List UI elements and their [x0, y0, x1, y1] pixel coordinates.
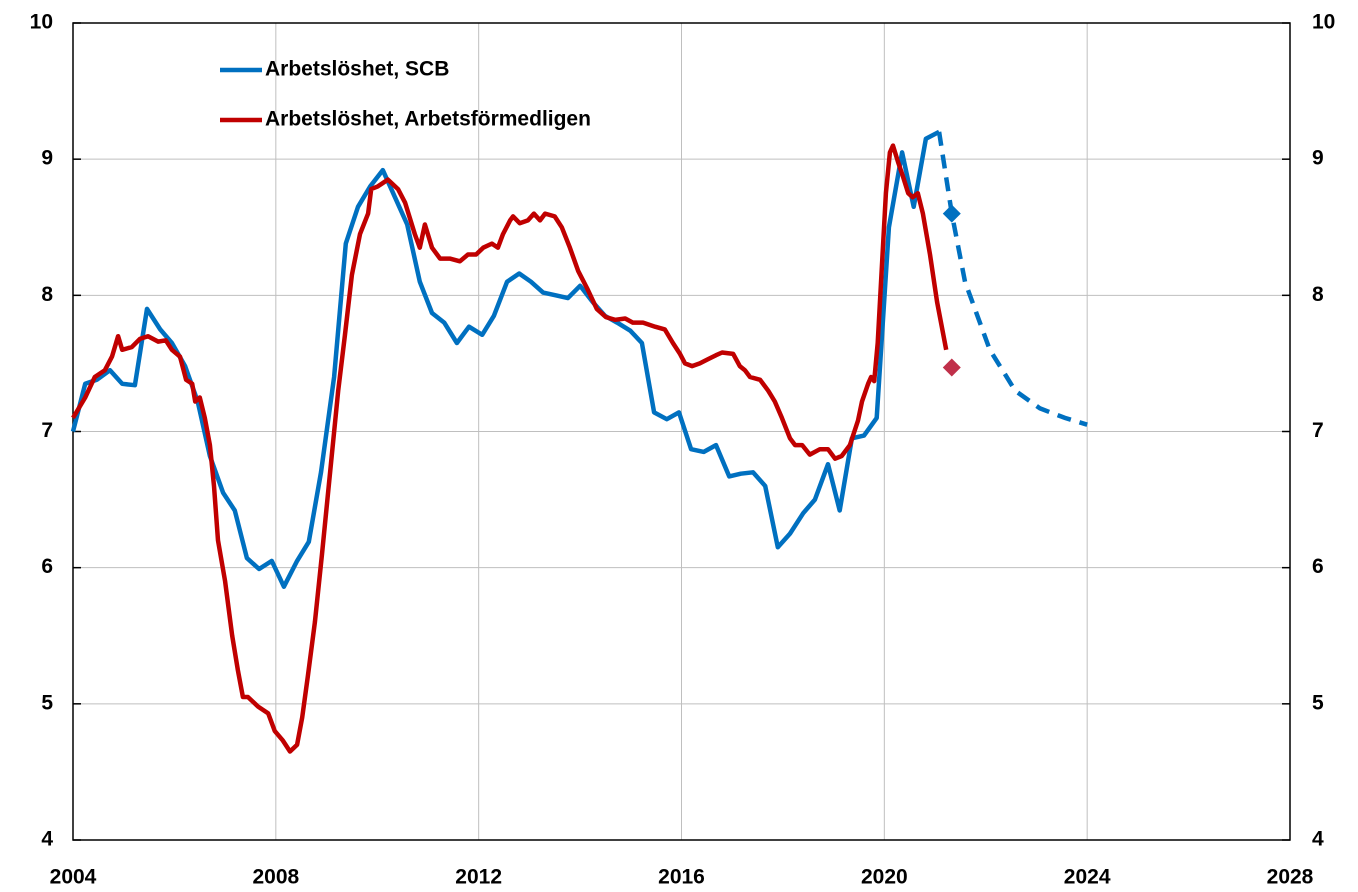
y2-tick-label: 8: [1312, 283, 1324, 306]
y-tick-label: 9: [41, 147, 53, 170]
y2-tick-label: 6: [1312, 555, 1324, 578]
legend-label: Arbetslöshet, Arbetsförmedligen: [265, 108, 591, 131]
y-tick-label: 4: [41, 828, 53, 851]
y2-tick-label: 9: [1312, 147, 1324, 170]
x-tick-label: 2024: [1064, 866, 1111, 889]
y2-tick-label: 5: [1312, 691, 1324, 714]
legend-label: Arbetslöshet, SCB: [265, 58, 449, 81]
x-tick-label: 2012: [455, 866, 502, 889]
series-line: [70, 129, 941, 589]
y2-tick-label: 10: [1312, 11, 1335, 34]
marker: [942, 358, 961, 377]
x-tick-label: 2028: [1267, 866, 1314, 889]
marker: [942, 204, 961, 223]
x-tick-label: 2020: [861, 866, 908, 889]
series-line: [71, 143, 949, 754]
y-tick-label: 6: [41, 555, 53, 578]
forecast-line: [936, 131, 1088, 427]
y-tick-label: 7: [41, 419, 53, 442]
y2-tick-label: 4: [1312, 828, 1324, 851]
x-tick-label: 2004: [50, 866, 97, 889]
x-tick-label: 2016: [658, 866, 705, 889]
y-tick-label: 10: [30, 11, 53, 34]
y2-tick-label: 7: [1312, 419, 1324, 442]
x-tick-label: 2008: [252, 866, 299, 889]
y-tick-label: 8: [41, 283, 53, 306]
y-tick-label: 5: [41, 691, 53, 714]
